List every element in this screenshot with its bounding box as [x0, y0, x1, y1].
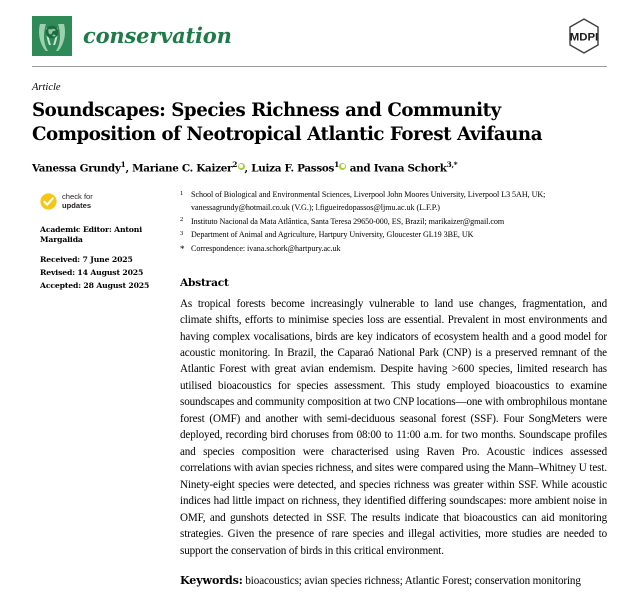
affiliation-marker: 1 — [180, 189, 184, 197]
author-affiliation-marker: 3,* — [446, 160, 458, 170]
author-separator: and — [346, 162, 374, 175]
author-name[interactable]: Ivana Schork — [373, 162, 447, 175]
affiliation-text: Instituto Nacional da Mata Atlântica, Sa… — [191, 216, 505, 226]
crossmark-line-1: check for — [62, 192, 93, 202]
keywords-values: bioacoustics; avian species richness; At… — [245, 575, 581, 588]
crossmark-badge-group[interactable]: check for updates — [40, 192, 93, 211]
keywords-line: Keywords: bioacoustics; avian species ri… — [180, 573, 607, 589]
abstract-body: As tropical forests become increasingly … — [180, 297, 607, 557]
date-accepted: Accepted: 28 August 2025 — [40, 280, 150, 290]
author-list: Vanessa Grundy1, Mariane C. Kaizer2, Lui… — [32, 160, 607, 176]
list-item: 2 Instituto Nacional da Mata Atlântica, … — [180, 215, 607, 228]
list-item: 3 Department of Animal and Agriculture, … — [180, 228, 607, 241]
crossmark-line-2: updates — [62, 201, 92, 211]
affiliation-marker: 3 — [180, 229, 184, 237]
orcid-icon[interactable] — [237, 162, 245, 170]
author-affiliation-marker: 1 — [334, 160, 339, 170]
journal-title: conservation — [83, 23, 232, 48]
date-received: Received: 7 June 2025 — [40, 254, 133, 264]
date-revised: Revised: 14 August 2025 — [40, 267, 144, 277]
affiliation-list: 1 School of Biological and Environmental… — [180, 188, 607, 257]
academic-editor: Academic Editor: Antoni Margalida — [40, 225, 142, 245]
article-metadata: Academic Editor: Antoni Margalida Receiv… — [40, 225, 180, 293]
article-content: 1 School of Biological and Environmental… — [180, 188, 607, 589]
mdpi-hexagon-logo[interactable]: MDPI — [561, 16, 607, 56]
journal-brand[interactable]: conservation — [32, 15, 232, 56]
author-affiliation-marker: 2 — [232, 160, 238, 170]
author-name[interactable]: Mariane C. Kaizer — [132, 162, 233, 175]
orcid-icon[interactable] — [339, 162, 347, 170]
list-item: * Correspondence: ivana.schork@hartpury.… — [180, 242, 607, 257]
author-name[interactable]: Vanessa Grundy — [32, 162, 121, 175]
masthead-divider — [32, 66, 607, 67]
author-name[interactable]: Luiza F. Passos — [251, 162, 335, 175]
correspondence-text: Correspondence: ivana.schork@hartpury.ac… — [191, 244, 341, 253]
affiliation-text: Department of Animal and Agriculture, Ha… — [191, 230, 474, 240]
hands-cradling-globe-icon — [32, 15, 72, 56]
author-separator: , — [244, 162, 252, 175]
list-item: 1 School of Biological and Environmental… — [180, 188, 607, 214]
page-title: Soundscapes: Species Richness and Commun… — [32, 100, 543, 146]
svg-text:MDPI: MDPI — [570, 31, 598, 43]
left-gutter: check for updates Academic Editor: Anton… — [32, 188, 180, 589]
author-affiliation-marker: 1 — [120, 160, 126, 170]
keywords-label: Keywords: — [180, 574, 243, 588]
article-body: check for updates Academic Editor: Anton… — [32, 188, 607, 589]
journal-masthead: conservation MDPI — [32, 0, 607, 62]
abstract-heading: Abstract — [180, 276, 229, 289]
affiliation-text: School of Biological and Environmental S… — [191, 190, 546, 213]
affiliation-marker: 2 — [180, 216, 184, 224]
crossmark-label: check for updates — [62, 192, 93, 211]
article-type-label: Article — [32, 82, 61, 93]
author-separator: , — [125, 162, 133, 175]
correspondence-marker: * — [180, 244, 185, 254]
check-circle-icon — [40, 193, 57, 210]
